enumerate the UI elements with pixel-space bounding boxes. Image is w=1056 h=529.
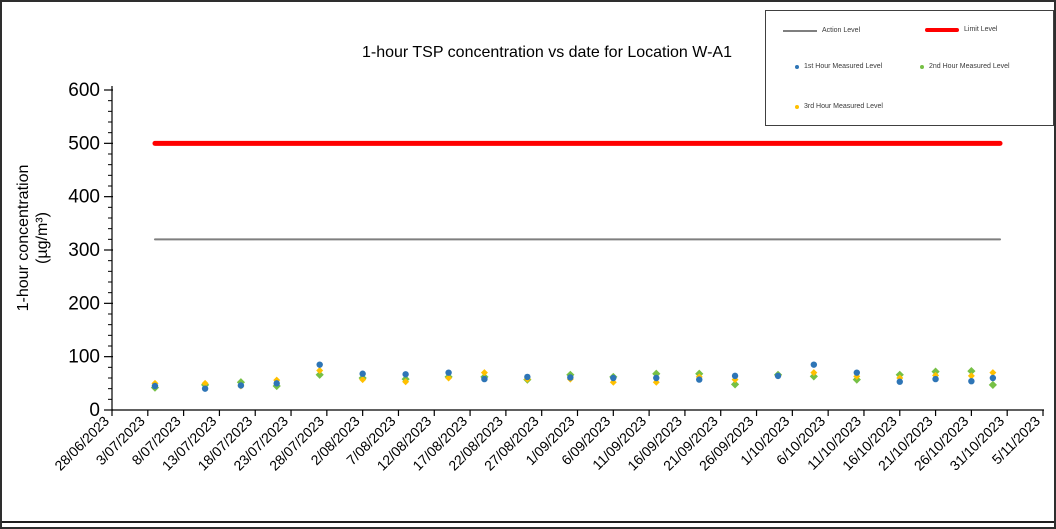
legend-item-limit-level: Limit Level: [925, 26, 997, 33]
legend: Action Level Limit Level 1st Hour Measur…: [765, 10, 1054, 126]
data-point-3rd-hour: [359, 376, 367, 384]
y-axis-tick-label: 500: [68, 133, 100, 154]
first-hour-dot-swatch: [795, 64, 799, 69]
legend-item-action-level: Action Level: [783, 27, 860, 34]
data-point-1st-hour: [316, 361, 323, 368]
data-point-2nd-hour: [809, 372, 818, 381]
data-point-3rd-hour: [810, 369, 818, 377]
legend-item-2nd-hour: 2nd Hour Measured Level: [920, 63, 1010, 70]
data-point-3rd-hour: [480, 369, 488, 377]
data-point-3rd-hour: [967, 372, 975, 380]
data-point-1st-hour: [932, 375, 939, 383]
limit-level-line-swatch: [925, 27, 959, 32]
legend-label: 3rd Hour Measured Level: [804, 103, 883, 110]
data-point-1st-hour: [968, 378, 975, 385]
data-point-2nd-hour: [988, 380, 997, 390]
data-point-3rd-hour: [402, 378, 410, 386]
data-point-1st-hour: [481, 375, 488, 383]
y-axis-tick-label: 100: [68, 347, 100, 368]
legend-label: 2nd Hour Measured Level: [929, 63, 1010, 70]
data-point-3rd-hour: [201, 379, 209, 387]
data-point-1st-hour: [989, 374, 997, 382]
data-point-1st-hour: [402, 371, 409, 378]
data-point-1st-hour: [696, 376, 703, 383]
data-point-1st-hour: [273, 380, 280, 387]
data-point-1st-hour: [445, 369, 452, 376]
data-point-3rd-hour: [445, 374, 453, 382]
y-axis-tick-label: 0: [89, 400, 100, 421]
chart-title: 1-hour TSP concentration vs date for Loc…: [362, 44, 732, 61]
y-axis-tick-label: 300: [68, 240, 100, 261]
legend-label: 1st Hour Measured Level: [804, 63, 883, 70]
data-point-2nd-hour: [967, 366, 976, 376]
legend-label: Action Level: [822, 27, 861, 34]
data-point-1st-hour: [237, 382, 245, 389]
data-point-1st-hour: [610, 374, 617, 382]
data-point-3rd-hour: [989, 369, 997, 377]
data-point-1st-hour: [774, 372, 782, 380]
data-point-1st-hour: [810, 361, 818, 368]
legend-item-3rd-hour: 3rd Hour Measured Level: [795, 103, 883, 110]
third-hour-dot-swatch: [795, 104, 799, 109]
data-point-1st-hour: [524, 373, 531, 381]
data-point-1st-hour: [653, 374, 660, 382]
y-axis-tick-label: 600: [68, 80, 100, 101]
legend-item-1st-hour: 1st Hour Measured Level: [795, 63, 882, 70]
data-point-1st-hour: [731, 372, 739, 380]
y-axis-tick-label: 400: [68, 187, 100, 208]
data-point-1st-hour: [151, 382, 159, 390]
second-hour-dot-swatch: [920, 64, 924, 69]
data-point-1st-hour: [896, 378, 903, 385]
y-axis-tick-label: 200: [68, 293, 100, 314]
data-point-3rd-hour: [316, 367, 324, 375]
action-level-line-swatch: [783, 29, 817, 32]
legend-label: Limit Level: [964, 26, 998, 33]
data-point-1st-hour: [359, 370, 366, 377]
bottom-rule: [2, 521, 1054, 523]
data-point-2nd-hour: [931, 367, 940, 376]
data-point-2nd-hour: [315, 370, 324, 379]
data-point-1st-hour: [853, 369, 860, 376]
data-point-1st-hour: [201, 385, 209, 392]
data-point-2nd-hour: [730, 380, 740, 389]
data-point-1st-hour: [567, 374, 574, 381]
